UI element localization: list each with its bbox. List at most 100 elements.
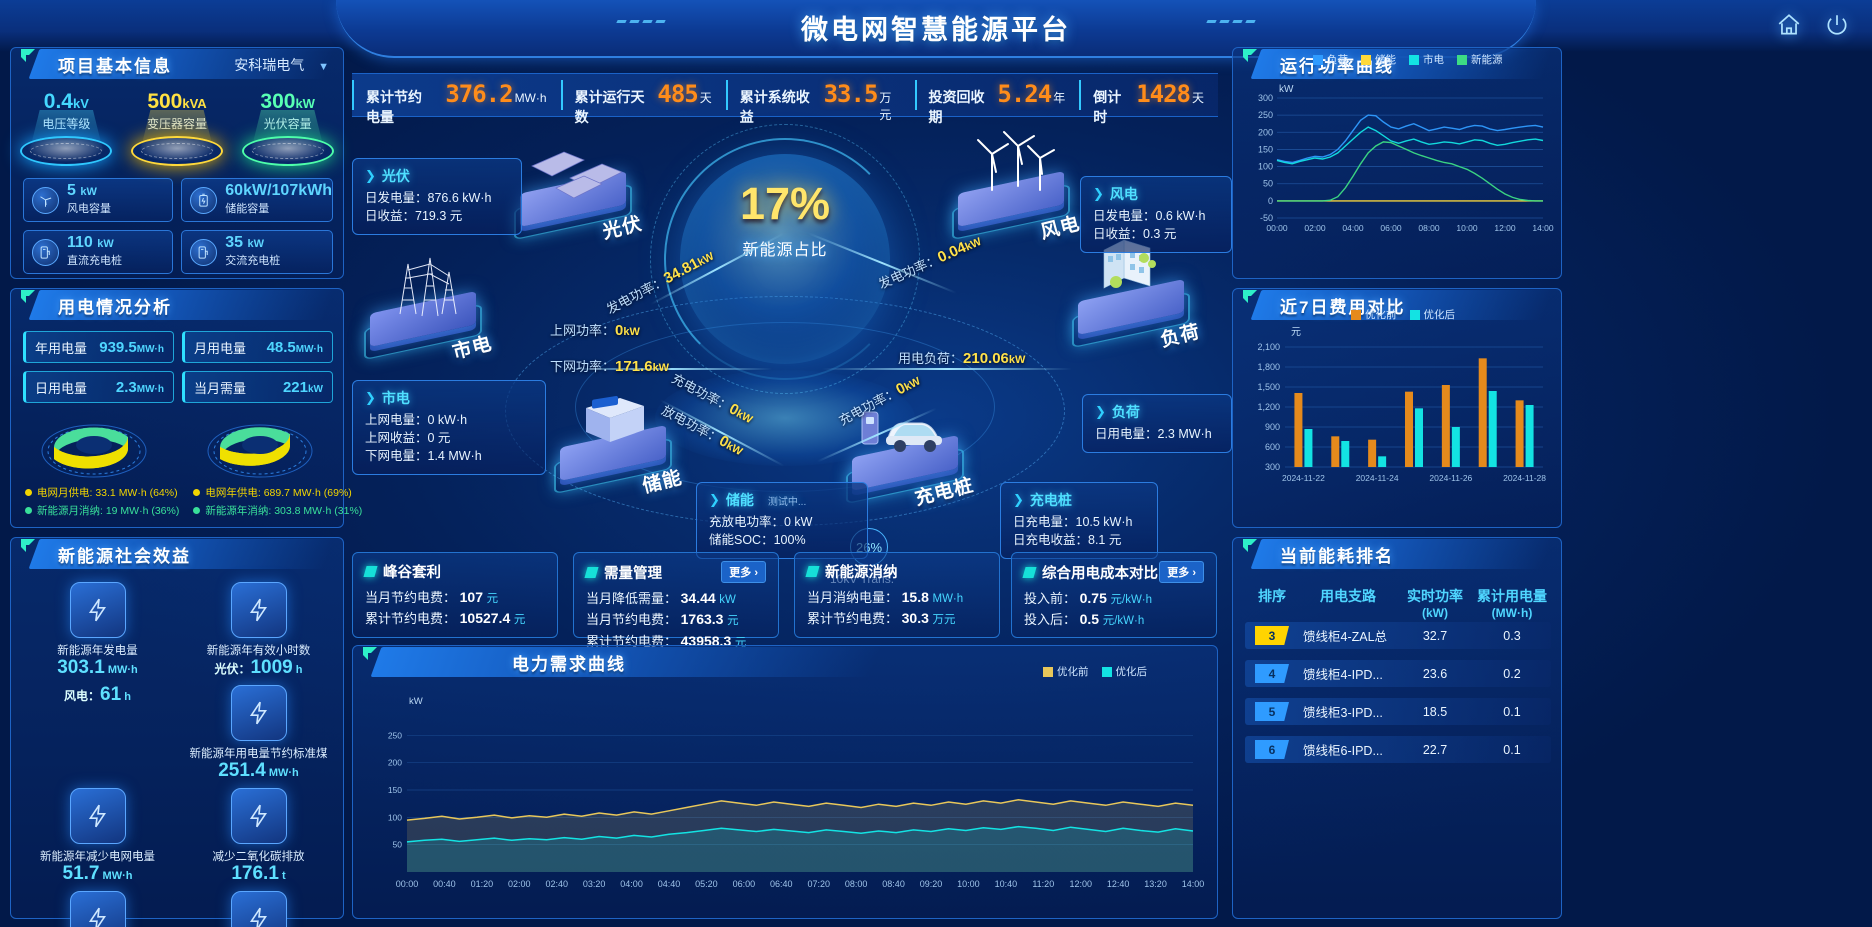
capacity-label: 变压器容量 [147, 117, 208, 131]
node-ev[interactable]: 充电桩 [844, 406, 976, 510]
ac-charger-icon [190, 238, 218, 266]
energy-flow-diagram: 17% 新能源占比 光伏 市电 [352, 120, 1232, 586]
infocard-row: 日发电量：0.6 kW·h [1093, 209, 1206, 223]
more-button[interactable]: 更多 › [721, 561, 766, 583]
kpi-label: 累计运行天数 [574, 89, 645, 125]
mini-capacity-item[interactable]: 60kW/107kWh 储能容量 [181, 178, 333, 222]
panel-title: 近7日费用对比 [1280, 298, 1406, 317]
usage-metric-label: 年用电量 [35, 340, 88, 356]
legend-item[interactable]: 优化前 [1351, 307, 1397, 322]
legend-item[interactable]: 储能 [1361, 52, 1396, 67]
series-新能源 [1277, 141, 1543, 202]
x-tick: 02:00 [1304, 223, 1326, 233]
infocard-row: 上网收益：0 元 [365, 431, 451, 446]
x-tick: 01:20 [471, 879, 494, 889]
flow-label-load-power: 用电负荷：210.06kW [898, 350, 1026, 367]
infocard-row: 上网电量：0 kW·h [365, 413, 468, 427]
infocard-wind: ❯ 风电 日发电量：0.6 kW·h 日收益：0.3 元 [1080, 176, 1232, 254]
home-icon[interactable] [1776, 12, 1802, 43]
kpi-label: 累计系统收益 [739, 89, 810, 125]
panel-usage-analysis: 用电情况分析 年用电量 939.5MW·h 月用电量 48.5MW·h 日用电量… [10, 288, 362, 528]
social-benefit-item: 新能源年减少电网电量 51.7 MW·h [17, 788, 178, 885]
flow-label-export-power: 上网功率：0kW [550, 322, 640, 339]
capacity-label: 光伏容量 [263, 117, 312, 131]
x-tick: 00:00 [1266, 223, 1288, 233]
x-tick: 11:20 [1032, 879, 1054, 889]
rank-badge: 4 [1255, 664, 1289, 683]
infocard-grid: ❯ 市电 上网电量：0 kW·h 上网收益：0 元 下网电量：1.4 MW·h [352, 380, 546, 476]
more-button[interactable]: 更多 › [1159, 561, 1204, 583]
title-dashes-right [1206, 20, 1256, 23]
social-benefit-value: 光伏：1009 h [214, 657, 303, 678]
usage-metric-label: 当月需量 [194, 380, 247, 396]
legend-item[interactable]: 新能源 [1457, 52, 1503, 67]
bar-after [1304, 429, 1313, 467]
card-marker-icon [805, 566, 820, 577]
kpi-item: 累计系统收益 33.5 万元 [725, 80, 915, 125]
power-icon[interactable] [1824, 12, 1850, 43]
card-row: 投入后： 0.5 元/kW·h [1024, 611, 1145, 628]
panel-title: 电力需求曲线 [512, 655, 626, 674]
tree-icon [230, 891, 287, 927]
mini-capacity-item[interactable]: 110 kW 直流充电桩 [23, 230, 174, 274]
table-row[interactable]: 4 馈线柜4-IPD... 23.6 0.2 [1245, 660, 1551, 687]
node-grid[interactable]: 市电 [362, 257, 494, 363]
x-tick: 08:00 [1418, 223, 1440, 233]
x-tick: 06:00 [1380, 223, 1402, 233]
social-benefit-item: 减少二氧化硫 91.7 t [17, 891, 178, 927]
project-selector[interactable]: 安科瑞电气 ▼ [234, 55, 329, 75]
x-tick: 2024-11-26 [1429, 473, 1472, 483]
x-tick: 08:40 [882, 879, 905, 889]
node-load[interactable]: 负荷 [1070, 239, 1202, 351]
node-wind[interactable]: 风电 [950, 131, 1082, 243]
legend-item[interactable]: 负荷 [1313, 52, 1348, 67]
capacity-item: 300kW 光伏容量 [232, 90, 343, 166]
kpi-value: 33.5 [823, 80, 879, 108]
legend-label: 优化后 [1115, 666, 1148, 678]
legend-item[interactable]: 优化后 [1409, 307, 1455, 322]
legend-item[interactable]: 优化后 [1101, 664, 1148, 679]
battery-icon [190, 186, 218, 214]
legend-item[interactable]: 优化前 [1043, 664, 1089, 679]
table-row[interactable]: 5 馈线柜3-IPD... 18.5 0.1 [1245, 698, 1551, 725]
bar-after [1525, 405, 1534, 467]
node-storage[interactable]: 储能 [552, 396, 684, 497]
capacity-item: 0.4kV 电压等级 [11, 90, 122, 166]
x-tick: 02:40 [545, 879, 568, 889]
infocard-title: 风电 [1109, 186, 1138, 202]
card-title: 新能源消纳 [825, 565, 898, 581]
kpi-label: 投资回收期 [928, 89, 985, 125]
node-pv[interactable]: 光伏 [512, 142, 644, 243]
x-tick: 12:00 [1494, 223, 1516, 233]
usage-metric-label: 日用电量 [35, 380, 88, 396]
x-tick: 00:00 [396, 879, 419, 889]
rank-branch: 馈线柜4-ZAL总 [1303, 630, 1388, 644]
card-row: 累计节约电费： 30.3 万元 [807, 610, 956, 627]
table-row[interactable]: 6 馈线柜6-IPD... 22.7 0.1 [1245, 736, 1551, 763]
capacity-value: 500kVA [147, 90, 207, 113]
kpi-item: 累计运行天数 485 天 [560, 80, 726, 125]
table-row[interactable]: 3 馈线柜4-ZAL总 32.7 0.3 [1245, 622, 1551, 649]
infocard-row: 储能SOC：100% [709, 533, 806, 548]
series-优化后 [406, 825, 1194, 843]
x-tick: 12:40 [1107, 879, 1130, 889]
x-tick: 05:20 [695, 879, 718, 889]
x-tick: 04:00 [1342, 223, 1364, 233]
rank-branch: 馈线柜6-IPD... [1303, 744, 1383, 758]
panel-corner-icon [20, 538, 36, 554]
panel-title: 用电情况分析 [58, 298, 172, 317]
kpi-item: 累计节约电量 376.2 MW·h [352, 80, 561, 125]
social-benefit-label: 新能源年减少电网电量 [40, 851, 155, 863]
panel-title: 新能源社会效益 [58, 547, 191, 566]
infocard-row: 日收益：719.3 元 [365, 209, 463, 224]
bar-before [1441, 385, 1450, 467]
legend-item[interactable]: 市电 [1409, 52, 1444, 67]
series-负荷 [1276, 114, 1544, 164]
usage-metric-label: 月用电量 [194, 340, 247, 356]
social-benefit-label: 减少二氧化碳排放 [212, 851, 305, 863]
mini-capacity-item[interactable]: 35 kW 交流充电桩 [181, 230, 333, 274]
x-tick: 13:20 [1144, 879, 1167, 889]
rank-energy: 0.3 [1503, 628, 1521, 643]
mini-capacity-item[interactable]: 5 kW 风电容量 [23, 178, 174, 222]
infocard-storage: ❯ 储能 测试中... 充放电功率：0 kW 储能SOC：100% [696, 482, 868, 560]
